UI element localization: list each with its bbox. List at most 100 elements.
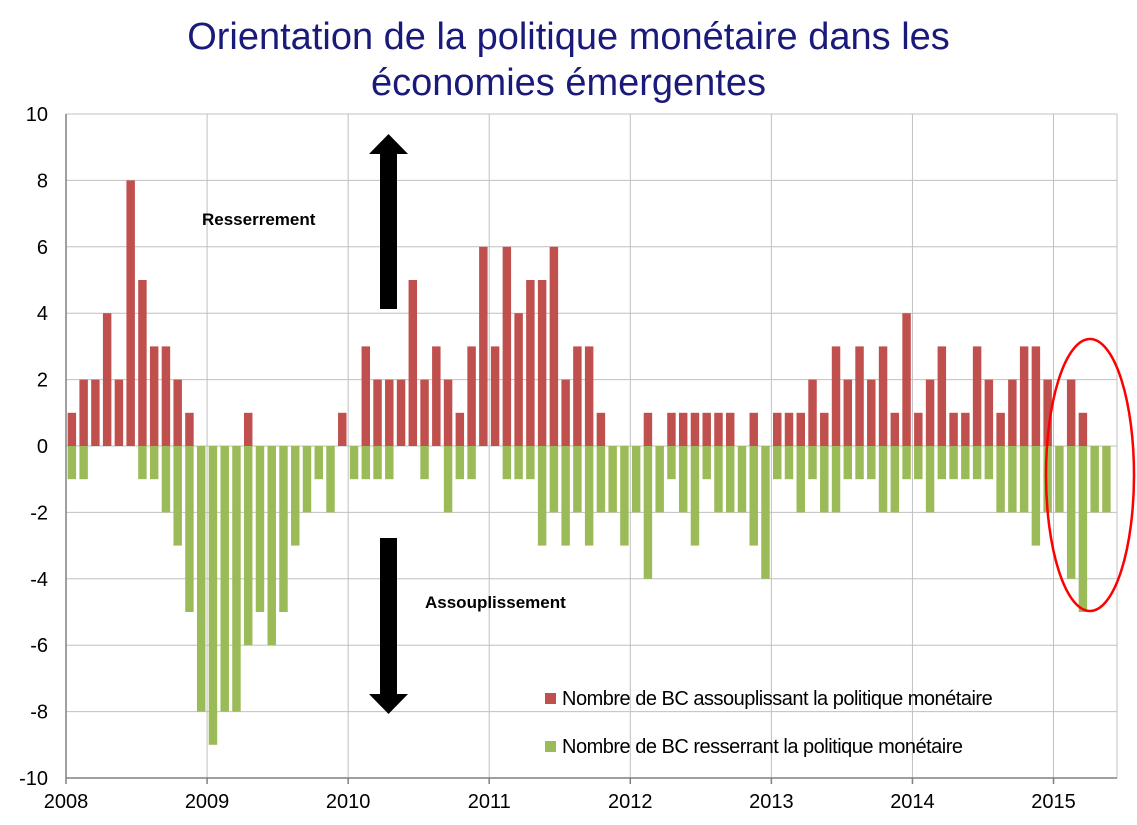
bar-tightening — [725, 446, 735, 513]
x-tick-label: 2015 — [1031, 791, 1076, 813]
bar-easing — [843, 379, 853, 446]
bar-tightening — [937, 446, 947, 480]
bar-easing — [526, 280, 535, 446]
bar-easing — [385, 379, 394, 446]
bar-tightening — [173, 446, 182, 546]
bar-easing — [596, 412, 606, 446]
bar-tightening — [220, 446, 229, 712]
bar-tightening — [761, 446, 770, 579]
bar-easing — [149, 346, 159, 446]
bar-tightening — [149, 446, 159, 480]
y-tick-label: 4 — [37, 303, 48, 325]
y-tick-label: -10 — [19, 768, 48, 790]
bar-tightening — [643, 446, 653, 579]
bar-tightening — [573, 446, 582, 513]
bar-tightening — [420, 446, 429, 480]
chart-title: Orientation de la politique monétaire da… — [0, 14, 1137, 106]
bar-easing — [455, 412, 465, 446]
bar-tightening — [232, 446, 241, 712]
bar-tightening — [925, 446, 935, 513]
bar-easing — [690, 412, 700, 446]
bar-tightening — [455, 446, 465, 480]
bar-easing — [890, 412, 900, 446]
bar-tightening — [314, 446, 323, 480]
y-tick-label: 6 — [37, 237, 48, 259]
bar-easing — [161, 346, 171, 446]
bar-easing — [573, 346, 582, 446]
x-tick-label: 2013 — [749, 791, 794, 813]
y-tick-label: -6 — [30, 635, 48, 657]
bar-easing — [878, 346, 888, 446]
bar-tightening — [843, 446, 853, 480]
bar-easing — [925, 379, 935, 446]
bar-easing — [584, 346, 594, 446]
bar-tightening — [326, 446, 335, 513]
bar-easing — [138, 280, 147, 446]
bar-easing — [467, 346, 476, 446]
bar-tightening — [161, 446, 171, 513]
legend-label: Nombre de BC assouplissant la politique … — [562, 688, 993, 710]
x-tick-label: 2009 — [185, 791, 230, 813]
bar-easing — [714, 412, 723, 446]
bar-tightening — [867, 446, 876, 480]
bar-easing — [479, 246, 488, 446]
annotation-easing: Assouplissement — [425, 593, 566, 612]
bar-easing — [1066, 379, 1076, 446]
bar-tightening — [1090, 446, 1099, 513]
bar-easing — [561, 379, 570, 446]
bar-tightening — [1102, 446, 1111, 513]
bar-tightening — [291, 446, 300, 546]
bar-tightening — [984, 446, 994, 480]
bar-tightening — [79, 446, 88, 480]
y-tick-label: 8 — [37, 170, 48, 192]
bar-tightening — [502, 446, 512, 480]
bar-tightening — [996, 446, 1005, 513]
bar-tightening — [972, 446, 982, 480]
bar-easing — [373, 379, 382, 446]
bar-tightening — [902, 446, 911, 480]
bar-tightening — [537, 446, 547, 546]
bar-easing — [490, 346, 500, 446]
bar-easing — [338, 412, 347, 446]
bar-easing — [185, 412, 194, 446]
bar-tightening — [608, 446, 617, 513]
bar-tightening — [185, 446, 194, 612]
chart-title-line-2: économies émergentes — [371, 62, 766, 104]
legend-swatch — [545, 741, 556, 752]
bar-tightening — [208, 446, 218, 745]
down-arrow-icon — [369, 538, 408, 714]
bar-tightening — [302, 446, 312, 513]
bar-tightening — [584, 446, 594, 546]
y-tick-label: -8 — [30, 702, 48, 724]
bar-easing — [126, 180, 135, 446]
bar-easing — [984, 379, 994, 446]
up-arrow-icon — [369, 134, 408, 309]
bar-easing — [361, 346, 371, 446]
bar-tightening — [1019, 446, 1029, 513]
bar-tightening — [1031, 446, 1041, 546]
bar-tightening — [631, 446, 641, 513]
y-tick-label: 2 — [37, 370, 48, 392]
bar-tightening — [784, 446, 794, 480]
bar-easing — [1019, 346, 1029, 446]
x-tick-label: 2011 — [468, 791, 511, 813]
bar-tightening — [773, 446, 782, 480]
bar-easing — [243, 412, 253, 446]
bar-easing — [902, 313, 911, 446]
y-tick-label: -2 — [30, 502, 48, 524]
bar-easing — [549, 246, 559, 446]
bar-tightening — [385, 446, 394, 480]
bar-tightening — [961, 446, 970, 480]
bar-tightening — [443, 446, 453, 513]
bar-easing — [972, 346, 982, 446]
bar-easing — [725, 412, 735, 446]
bar-tightening — [596, 446, 606, 513]
bar-easing — [643, 412, 653, 446]
bar-tightening — [1055, 446, 1064, 513]
bar-easing — [79, 379, 88, 446]
bar-easing — [808, 379, 817, 446]
bar-tightening — [196, 446, 206, 712]
bar-easing — [996, 412, 1005, 446]
bar-easing — [749, 412, 758, 446]
